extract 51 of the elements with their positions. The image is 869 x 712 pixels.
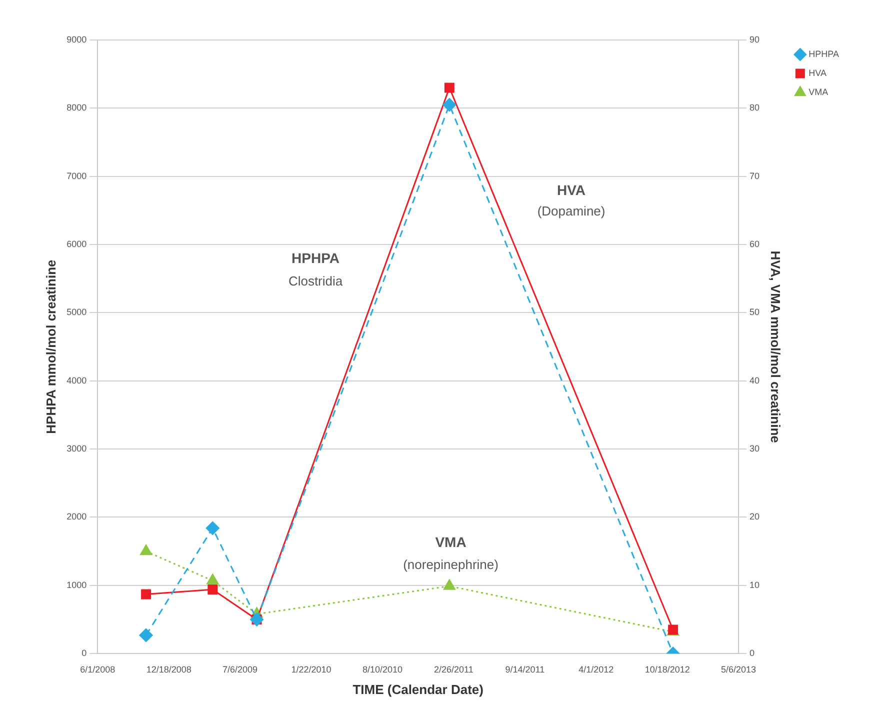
point: [444, 82, 454, 93]
annotation: HPHPA: [292, 250, 340, 266]
y2-tick-label: 70: [750, 170, 760, 181]
y-tick-label: 1000: [66, 580, 87, 590]
x-tick-label: 10/18/2012: [644, 664, 690, 674]
x-tick-label: 9/14/2011: [505, 664, 545, 674]
point: [139, 628, 153, 642]
y2-tick-label: 30: [750, 444, 760, 454]
y2-tick-label: 90: [750, 34, 760, 44]
legend-label: HPHPA: [808, 48, 840, 59]
point: [140, 544, 152, 556]
annotation: (norepinephrine): [403, 556, 498, 572]
y-axis-title: HPHPA mmol/mol creatinine: [43, 260, 58, 434]
x-tick-label: 7/6/2009: [222, 664, 258, 674]
y2-tick-label: 20: [750, 512, 760, 522]
y2-tick-label: 60: [750, 239, 760, 250]
y2-tick-label: 0: [750, 648, 755, 658]
y2-tick-label: 40: [750, 375, 760, 386]
x-tick-label: 12/18/2008: [146, 664, 192, 674]
y2-tick-label: 10: [750, 580, 760, 590]
y-tick-label: 4000: [66, 375, 87, 386]
annotation: VMA: [435, 534, 466, 550]
x-tick-label: 6/1/2008: [80, 664, 116, 674]
y2-tick-label: 50: [750, 307, 760, 318]
point: [206, 574, 219, 584]
point: [206, 521, 220, 535]
x-tick-label: 2/26/2011: [434, 664, 474, 674]
annotation: Clostridia: [288, 273, 344, 288]
y-tick-label: 6000: [66, 239, 87, 250]
point: [208, 584, 218, 595]
y2-tick-label: 80: [750, 102, 760, 113]
y-tick-label: 0: [82, 648, 87, 658]
point: [141, 589, 152, 600]
legend-label: VMA: [808, 86, 828, 97]
x-tick-label: 5/6/2013: [721, 664, 756, 674]
y2-axis-title: HVA, VMA mmol/mol creatinine: [768, 250, 783, 443]
annotation: HVA: [557, 182, 586, 198]
x-axis-title: TIME (Calendar Date): [352, 682, 484, 697]
y-tick-label: 3000: [66, 444, 87, 454]
legend-label: HVA: [808, 68, 827, 78]
x-tick-label: 8/10/2010: [362, 664, 402, 674]
y-tick-label: 8000: [66, 102, 87, 113]
x-tick-label: 4/1/2012: [578, 664, 614, 674]
annotation: (Dopamine): [537, 203, 606, 218]
point: [442, 98, 456, 112]
point: [443, 579, 456, 590]
y-tick-label: 2000: [66, 512, 87, 522]
x-tick-label: 1/22/2010: [291, 664, 332, 674]
y-tick-label: 7000: [66, 170, 87, 181]
y-tick-label: 9000: [66, 34, 87, 44]
y-tick-label: 5000: [66, 307, 87, 318]
